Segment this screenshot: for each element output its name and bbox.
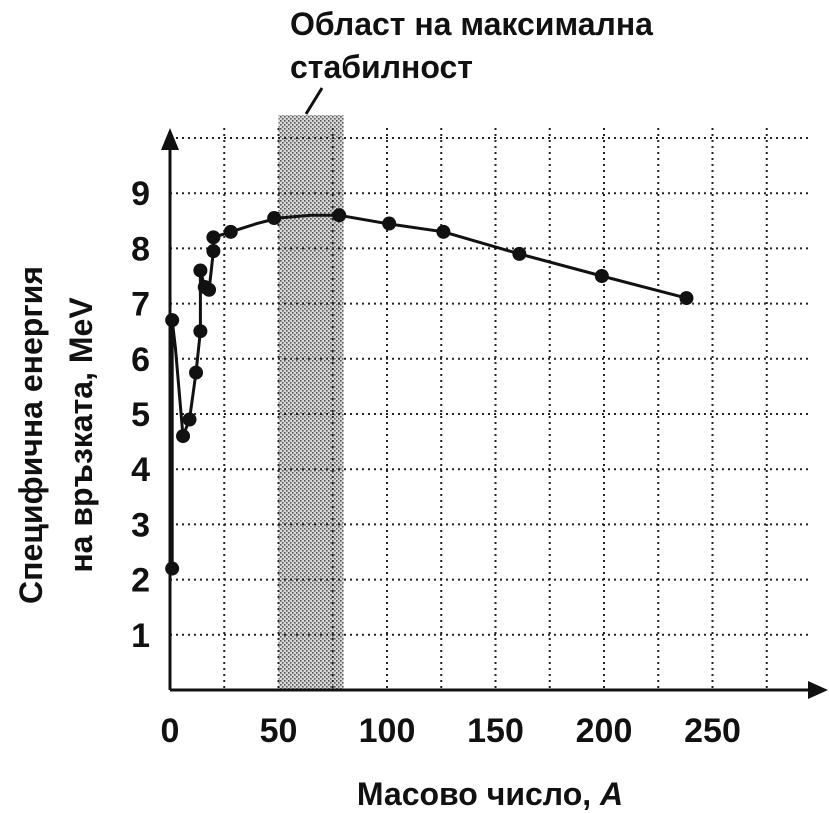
x-tick-label: 200 [576, 712, 633, 750]
data-point [382, 216, 397, 231]
x-axis-title-main: Масово число, [357, 776, 600, 812]
y-tick-label: 5 [131, 396, 150, 434]
x-axis-arrow [808, 681, 828, 699]
axes-layer [161, 128, 828, 699]
y-tick-label: 1 [131, 617, 150, 655]
data-point [165, 561, 180, 576]
ticks-layer: 0 50 100 150 200 250 1 2 3 4 5 6 7 8 9 [131, 175, 741, 750]
annotation-line-1: Област на максимална [290, 6, 653, 42]
data-point [223, 224, 238, 239]
y-axis-arrow [161, 128, 179, 150]
annotation-line-2: стабилност [290, 49, 473, 85]
data-point [206, 244, 221, 259]
y-tick-label: 7 [131, 286, 150, 324]
stability-region [278, 115, 344, 690]
points-layer [165, 208, 694, 576]
data-point [594, 269, 609, 283]
annotation-pointer [304, 87, 324, 115]
data-point [182, 412, 197, 427]
x-axis-title-variable: A [599, 776, 623, 812]
data-point [436, 224, 451, 239]
grid-layer [170, 128, 810, 690]
y-tick-label: 3 [131, 506, 150, 544]
data-point [679, 291, 694, 306]
data-point [206, 230, 221, 245]
curve-layer [170, 213, 687, 569]
y-axis-title-line-2: на връзката, MeV [63, 297, 99, 573]
x-tick-label: 50 [260, 712, 298, 750]
data-point [193, 263, 208, 278]
data-point [332, 208, 347, 223]
data-point [202, 282, 217, 297]
y-axis-title-line-1: Специфична енергия [13, 266, 49, 604]
y-tick-label: 9 [131, 175, 150, 213]
x-tick-label: 100 [359, 712, 416, 750]
x-axis-title: Масово число, A [357, 776, 623, 812]
stability-region-layer [278, 115, 344, 690]
data-point [165, 313, 180, 328]
data-point [193, 324, 208, 339]
y-tick-label: 2 [131, 562, 150, 600]
x-tick-label: 150 [467, 712, 524, 750]
x-tick-label: 0 [161, 712, 180, 750]
series-line [170, 213, 687, 569]
data-point [176, 429, 191, 444]
y-tick-label: 8 [131, 230, 150, 268]
data-point [267, 211, 282, 226]
data-point [189, 365, 204, 380]
y-tick-label: 4 [131, 451, 150, 489]
y-tick-label: 6 [131, 341, 150, 379]
x-tick-label: 250 [684, 712, 741, 750]
data-point [512, 246, 527, 261]
